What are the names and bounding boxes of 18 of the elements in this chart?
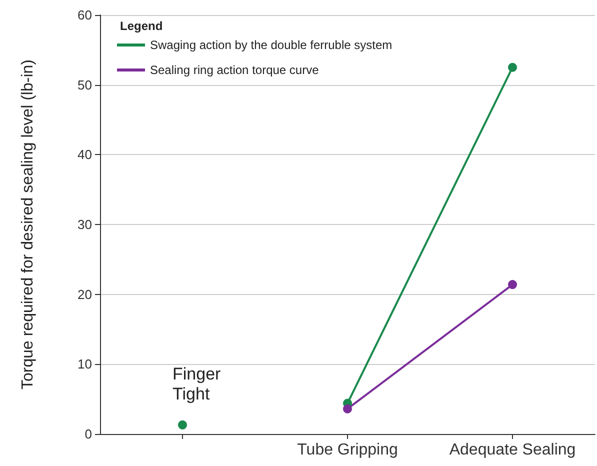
y-tick-label: 10	[78, 356, 92, 372]
y-axis-title: Torque required for desired sealing level (lb-in)	[20, 60, 36, 390]
point	[508, 62, 517, 72]
legend-title: Legend	[120, 19, 163, 33]
x-tick-label: Adequate Sealing	[449, 442, 576, 458]
y-tick-label: 30	[78, 217, 92, 232]
y-tick-label: 40	[78, 147, 92, 162]
x-tick-label: Tube Gripping	[297, 442, 398, 458]
point	[178, 420, 187, 430]
y-tick-label: 60	[78, 8, 92, 22]
point	[508, 280, 517, 290]
y-tick-label: 0	[84, 426, 92, 442]
y-tick-label: 50	[78, 77, 92, 92]
point	[343, 404, 352, 414]
y-tick-label: 20	[78, 286, 92, 302]
legend-label: Swaging action by the double ferruble system	[150, 38, 392, 52]
annotation: Finger Tight	[172, 364, 222, 404]
legend-label: Sealing ring action torque curve	[150, 63, 320, 77]
